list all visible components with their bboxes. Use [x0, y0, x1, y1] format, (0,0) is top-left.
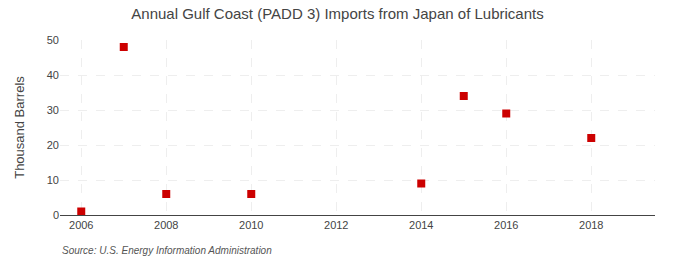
- svg-text:Annual Gulf Coast (PADD 3) Imp: Annual Gulf Coast (PADD 3) Imports from …: [131, 5, 543, 22]
- svg-text:2012: 2012: [324, 219, 348, 231]
- svg-text:2010: 2010: [239, 219, 263, 231]
- svg-text:0: 0: [53, 209, 59, 221]
- svg-text:40: 40: [47, 69, 59, 81]
- svg-text:Source: U.S. Energy Informatio: Source: U.S. Energy Information Administ…: [62, 245, 272, 256]
- svg-text:10: 10: [47, 174, 59, 186]
- svg-text:2018: 2018: [579, 219, 603, 231]
- svg-text:2008: 2008: [154, 219, 178, 231]
- svg-text:2006: 2006: [69, 219, 93, 231]
- svg-text:30: 30: [47, 104, 59, 116]
- svg-text:Thousand Barrels: Thousand Barrels: [12, 76, 27, 179]
- svg-text:2014: 2014: [409, 219, 433, 231]
- svg-text:50: 50: [47, 34, 59, 46]
- svg-text:2016: 2016: [494, 219, 518, 231]
- svg-text:20: 20: [47, 139, 59, 151]
